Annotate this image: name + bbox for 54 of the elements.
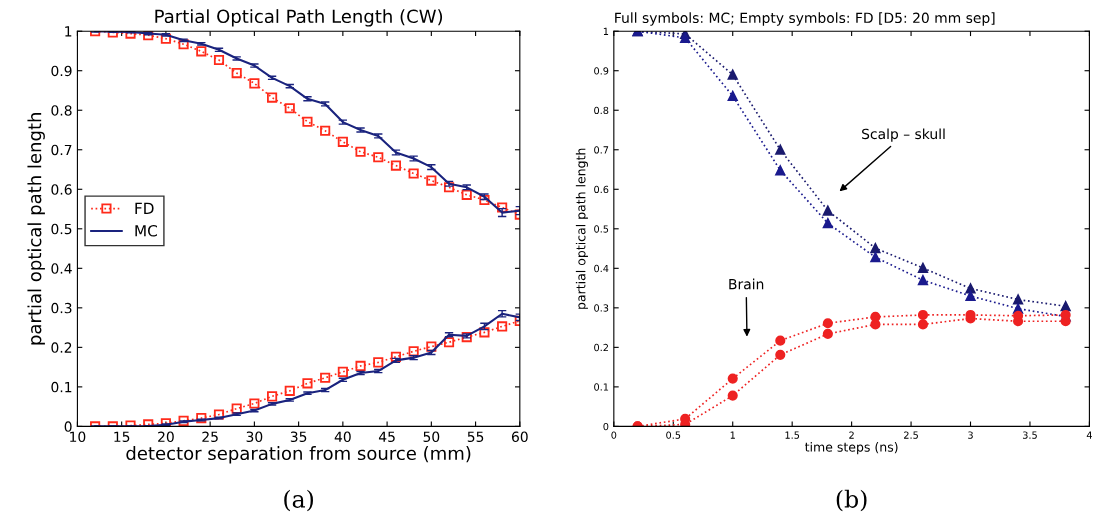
x-tick-label: 4 bbox=[1086, 431, 1092, 439]
y-tick-label: 0.4 bbox=[594, 264, 609, 273]
x-tick-label: 1 bbox=[730, 431, 735, 439]
x-tick-label: 15 bbox=[114, 431, 130, 443]
x-tick-label: 0 bbox=[611, 431, 617, 439]
y-tick-label: 0.8 bbox=[594, 106, 609, 115]
x-tick-label: 25 bbox=[202, 431, 218, 443]
annotation: Brain bbox=[729, 278, 764, 290]
chart-title: Partial Optical Path Length (CW) bbox=[155, 9, 443, 27]
x-tick-label: 1.5 bbox=[785, 431, 800, 439]
x-tick-label: 20 bbox=[158, 431, 174, 443]
x-tick-label: 35 bbox=[290, 431, 307, 443]
y-tick-label: 0.5 bbox=[594, 225, 609, 233]
y-tick-label: 0.7 bbox=[594, 146, 609, 154]
y-tick-label: 0.2 bbox=[51, 342, 72, 353]
x-tick-label: 60 bbox=[511, 431, 528, 443]
annotation: Scalp – skull bbox=[862, 128, 945, 142]
y-tick-label: 0.6 bbox=[594, 185, 609, 194]
x-tick-label: 45 bbox=[378, 431, 395, 443]
x-tick-label: 3 bbox=[968, 431, 973, 439]
x-tick-label: 10 bbox=[70, 431, 86, 443]
y-tick-label: 0.3 bbox=[594, 304, 609, 312]
y-axis-title: partial optical path length bbox=[27, 113, 45, 345]
x-tick-label: 40 bbox=[334, 431, 351, 443]
y-tick-label: 0 bbox=[64, 421, 72, 432]
x-tick-label: 3.5 bbox=[1022, 431, 1037, 439]
y-tick-label: 0.9 bbox=[594, 67, 609, 75]
x-tick-label: 50 bbox=[423, 431, 440, 443]
text: (a) bbox=[284, 489, 313, 512]
y-axis-title: partial optical path length bbox=[575, 148, 588, 309]
x-tick-label: 0.5 bbox=[666, 431, 681, 439]
text: (b) bbox=[836, 489, 867, 512]
x-tick-label: 55 bbox=[467, 431, 484, 443]
legend-label: MC bbox=[135, 224, 157, 237]
legend-label: FD bbox=[135, 202, 154, 214]
x-tick-label: 2.5 bbox=[904, 431, 918, 439]
y-tick-label: 0.7 bbox=[51, 144, 72, 156]
y-tick-label: 1 bbox=[603, 27, 609, 35]
y-tick-label: 0.1 bbox=[51, 381, 72, 393]
y-tick-label: 0.5 bbox=[51, 223, 72, 235]
x-axis-title: time steps (ns) bbox=[804, 442, 898, 455]
y-tick-label: 0.4 bbox=[51, 263, 72, 274]
y-tick-label: 1 bbox=[65, 26, 72, 37]
y-tick-label: 0.3 bbox=[51, 302, 72, 314]
y-tick-label: 0.9 bbox=[51, 65, 72, 77]
y-tick-label: 0.6 bbox=[51, 184, 72, 195]
x-tick-label: 30 bbox=[246, 431, 263, 443]
x-tick-label: 2 bbox=[849, 431, 854, 439]
chart-title: Full symbols: MC; Empty symbols: FD [D5: 20 mm sep] bbox=[615, 12, 995, 26]
y-tick-label: 0.1 bbox=[594, 383, 609, 391]
x-axis-title: detector separation from source (mm) bbox=[126, 446, 471, 464]
y-tick-label: 0.2 bbox=[594, 343, 608, 352]
y-tick-label: 0.8 bbox=[51, 105, 72, 116]
y-tick-label: 0 bbox=[603, 422, 609, 431]
